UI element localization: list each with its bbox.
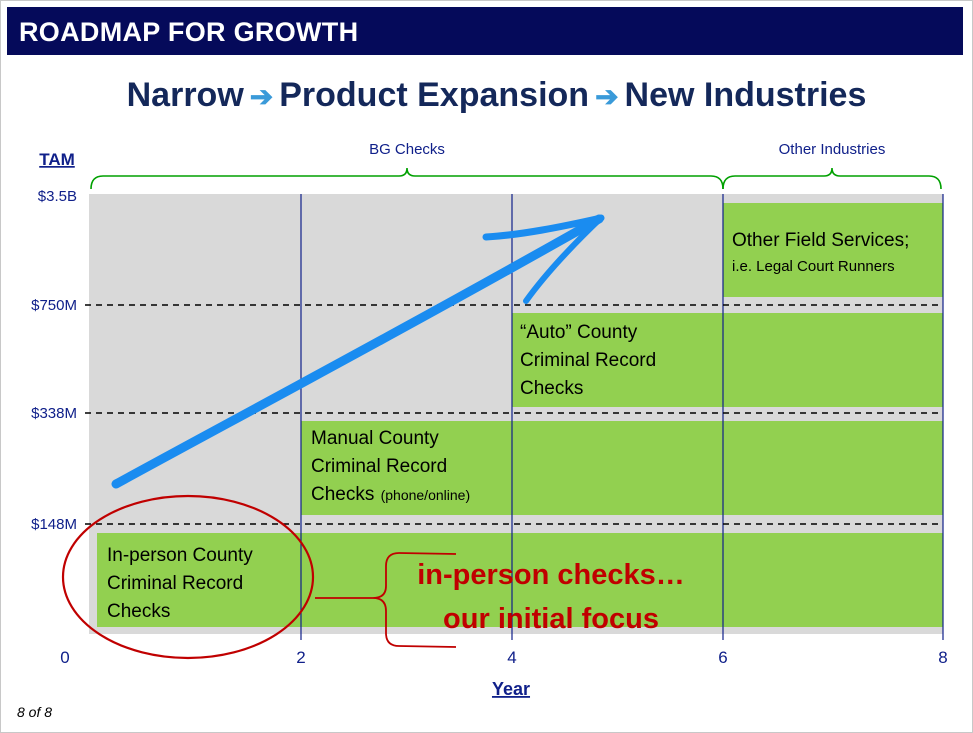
- block-label-other-field-services: Other Field Services;: [732, 230, 909, 251]
- bracket-label: Other Industries: [779, 141, 886, 158]
- growth-arrow-head-lower: [523, 215, 604, 304]
- x-axis-label: Year: [492, 679, 530, 699]
- focus-ellipse: [61, 494, 315, 660]
- block-in-person: [97, 533, 301, 627]
- header-title: ROADMAP FOR GROWTH: [19, 17, 359, 47]
- block-label-auto: “Auto” County: [520, 322, 638, 343]
- title-part-narrow: Narrow: [126, 76, 244, 114]
- title-part-product-expansion: Product Expansion: [279, 76, 590, 114]
- y-tick-label: $3.5B: [38, 188, 77, 205]
- block-label-manual: Criminal Record: [311, 456, 447, 477]
- block-auto: [512, 313, 943, 407]
- block-label-in-person: Checks: [107, 601, 170, 622]
- page-number: 8 of 8: [17, 704, 53, 720]
- block-label-in-person: Criminal Record: [107, 573, 243, 594]
- annotation-brace: [315, 552, 457, 648]
- bracket-0: [90, 167, 724, 190]
- block-other-field-services: [723, 203, 943, 297]
- x-tick-label: 6: [718, 648, 727, 667]
- annotation-text: in-person checks…: [417, 559, 685, 591]
- block-manual: [301, 421, 943, 515]
- block-band-tier1: [301, 533, 943, 627]
- y-tick-label: $338M: [31, 405, 77, 422]
- annotation-text: our initial focus: [443, 603, 659, 635]
- growth-arrow-shaft: [111, 214, 604, 489]
- y-tick-label: $750M: [31, 297, 77, 314]
- block-sublabel-other-field-services: i.e. Legal Court Runners: [732, 258, 895, 275]
- block-label-suffix: (phone/online): [381, 487, 471, 503]
- x-tick-label: 0: [60, 648, 69, 667]
- block-label-auto: Criminal Record: [520, 350, 656, 371]
- arrow-right-icon: ➔: [595, 81, 619, 112]
- bracket-label: BG Checks: [369, 141, 445, 158]
- bracket-1: [722, 167, 942, 190]
- header-bar: ROADMAP FOR GROWTH: [7, 7, 963, 55]
- x-tick-label: 8: [938, 648, 947, 667]
- x-tick-label: 4: [507, 648, 516, 667]
- block-label-manual: Checks: [311, 484, 374, 505]
- growth-arrow-head-upper: [482, 214, 605, 241]
- block-label-auto: Checks: [520, 378, 583, 399]
- chart-title: Narrow ➔ Product Expansion ➔ New Industries: [1, 76, 972, 115]
- y-axis-label: TAM: [39, 150, 75, 169]
- block-label-in-person: In-person County: [107, 545, 253, 566]
- block-label-manual: Manual County: [311, 428, 439, 449]
- y-tick-label: $148M: [31, 516, 77, 533]
- x-tick-label: 2: [296, 648, 305, 667]
- arrow-right-icon: ➔: [249, 81, 274, 112]
- title-part-new-industries: New Industries: [624, 76, 867, 114]
